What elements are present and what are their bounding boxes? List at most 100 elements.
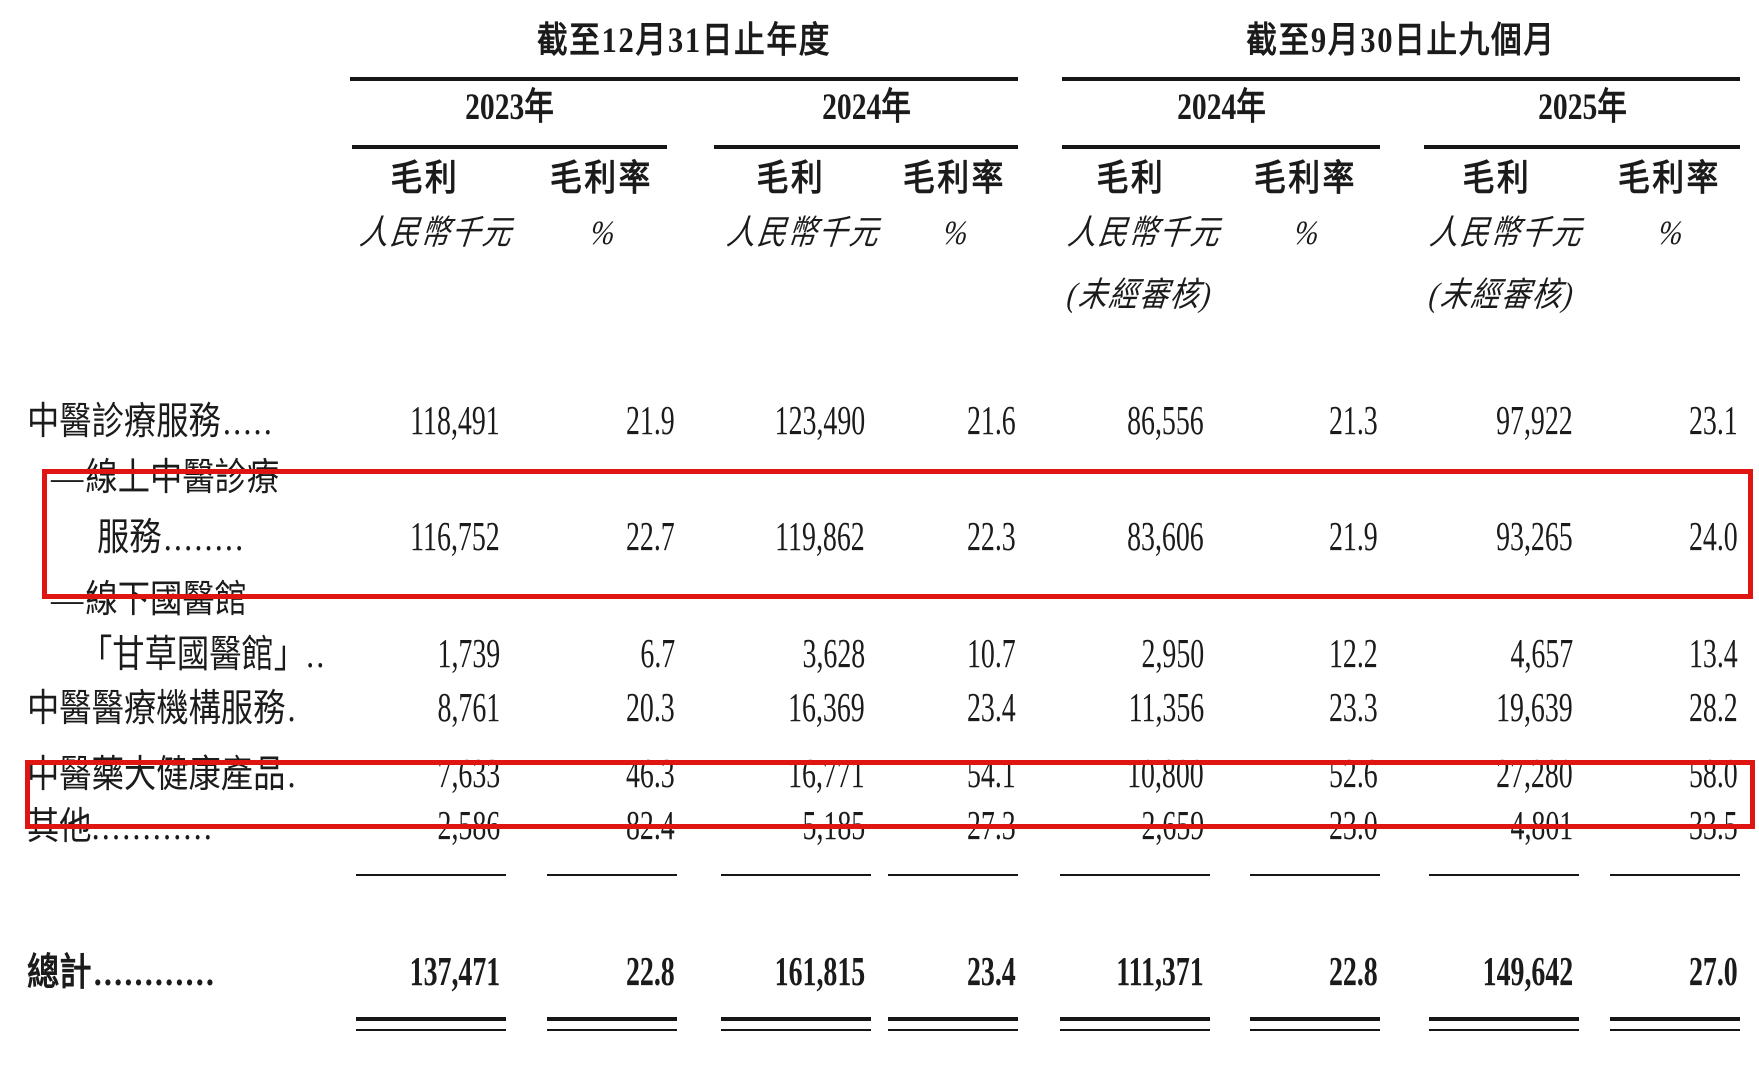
cell-value: 86,556 bbox=[1127, 397, 1205, 443]
unaudited-row: (未經審核) (未經審核) bbox=[27, 260, 1740, 322]
total-value: 22.8 bbox=[1329, 948, 1379, 994]
double-underline bbox=[1380, 1001, 1580, 1031]
table-row: 「甘草國醫館」. . 1,739 6.7 3,628 10.7 2,950 12… bbox=[27, 630, 1740, 686]
unit-rmb-2023: 人民幣千元 bbox=[357, 215, 516, 252]
cell-value: 123,490 bbox=[774, 397, 865, 443]
row-label: 「甘草國醫館」. . bbox=[80, 634, 325, 676]
group-header-row: 截至12月31日止年度 截至9月30日止九個月 bbox=[27, 20, 1741, 81]
subtotal-rule-row bbox=[27, 856, 1741, 878]
cell-value: 2,950 bbox=[1141, 630, 1205, 676]
cell-value: 46.3 bbox=[626, 750, 675, 796]
cell-value: 10.7 bbox=[967, 630, 1017, 676]
double-underline bbox=[871, 1001, 1019, 1031]
cell-value: 22.7 bbox=[626, 513, 675, 559]
year-header-row: 2023年 2024年 2024年 2025年 bbox=[27, 81, 1741, 149]
cell-value: 21.3 bbox=[1329, 397, 1379, 443]
year-2025-underline: 2025年 bbox=[1424, 87, 1741, 149]
group-fy-underline: 截至12月31日止年度 bbox=[350, 20, 1019, 81]
double-underline bbox=[310, 1001, 506, 1031]
table-row: — 線下國醫館 bbox=[27, 570, 1740, 630]
cell-value: 118,491 bbox=[410, 397, 500, 443]
col-header-gp-2024-9m: 毛利 bbox=[1096, 158, 1166, 198]
cell-value: 16,369 bbox=[788, 684, 865, 730]
year-label-2025: 2025年 bbox=[1537, 87, 1627, 128]
year-2023-cell: 2023年 bbox=[310, 81, 677, 149]
empty-cell bbox=[506, 260, 677, 322]
cell-value: 93,265 bbox=[1496, 513, 1574, 559]
total-value: 22.8 bbox=[626, 948, 675, 994]
total-row: 總計 . . . . . . . . . . . . 137,471 22.8 … bbox=[27, 951, 1740, 1001]
empty-cell bbox=[27, 20, 310, 81]
single-underline bbox=[677, 856, 871, 878]
col-header-gpm-2023: 毛利率 bbox=[550, 158, 653, 198]
unit-pct-2025: % bbox=[1656, 215, 1688, 252]
unit-pct-2024: % bbox=[941, 215, 973, 252]
empty-cell bbox=[27, 260, 310, 322]
total-value: 27.0 bbox=[1689, 948, 1739, 994]
double-underline bbox=[1579, 1001, 1741, 1031]
empty-cell bbox=[27, 1001, 310, 1031]
metric-header-row: 毛利 毛利率 毛利 毛利率 毛利 毛利率 毛利 毛利率 bbox=[27, 149, 1740, 206]
row-label: 中醫診療服務 . . . . . bbox=[27, 401, 272, 443]
cell-value: 3,628 bbox=[802, 630, 865, 676]
unit-pct-2024-9m: % bbox=[1292, 215, 1323, 252]
unit-rmb-2024-9m: 人民幣千元 bbox=[1065, 215, 1224, 252]
single-underline bbox=[1018, 856, 1211, 878]
total-rule-row bbox=[27, 1001, 1741, 1031]
year-label-2024-9m: 2024年 bbox=[1176, 87, 1266, 128]
cell-value: 1,739 bbox=[437, 630, 500, 676]
highlight-box-health-products-row bbox=[25, 760, 1755, 829]
single-underline bbox=[310, 856, 506, 878]
double-underline bbox=[1018, 1001, 1211, 1031]
cell-value: 23.1 bbox=[1689, 397, 1739, 443]
cell-value: 10,800 bbox=[1127, 750, 1205, 796]
double-underline bbox=[506, 1001, 677, 1031]
row-label: 服務 . . . . . . . . bbox=[97, 517, 244, 559]
empty-cell bbox=[677, 260, 871, 322]
unit-header-row: 人民幣千元 % 人民幣千元 % 人民幣千元 % 人民幣千元 % bbox=[27, 206, 1740, 260]
empty-cell bbox=[1579, 260, 1740, 322]
single-underline bbox=[506, 856, 677, 878]
total-value: 161,815 bbox=[774, 948, 865, 994]
unaudited-2024-9m: (未經審核) bbox=[1065, 277, 1215, 314]
empty-cell bbox=[27, 206, 310, 260]
cell-value: 12.2 bbox=[1329, 630, 1379, 676]
cell-value: 54.1 bbox=[967, 750, 1017, 796]
cell-value: 23.3 bbox=[1329, 684, 1379, 730]
cell-value: 24.0 bbox=[1689, 513, 1739, 559]
double-underline bbox=[1210, 1001, 1381, 1031]
empty-cell bbox=[871, 260, 1018, 322]
row-label: 中醫醫療機構服務 . bbox=[27, 688, 296, 730]
empty-cell bbox=[310, 260, 506, 322]
cell-value: 21.6 bbox=[967, 397, 1017, 443]
single-underline bbox=[1210, 856, 1381, 878]
cell-value: 11,356 bbox=[1128, 684, 1205, 730]
cell-value: 8,761 bbox=[437, 684, 500, 730]
spacer-row bbox=[27, 322, 1740, 400]
cell-value: 22.3 bbox=[967, 513, 1017, 559]
col-header-gpm-2024-9m: 毛利率 bbox=[1253, 158, 1357, 198]
year-2024-cell: 2024年 bbox=[677, 81, 1019, 149]
empty-cell bbox=[27, 81, 310, 149]
cell-value: 27,280 bbox=[1496, 750, 1574, 796]
col-header-gpm-2024: 毛利率 bbox=[903, 158, 1006, 198]
year-2024-underline: 2024年 bbox=[714, 87, 1019, 149]
year-2024-9m-cell: 2024年 bbox=[1018, 81, 1381, 149]
cell-value: 7,633 bbox=[437, 750, 500, 796]
table-row: 中醫藥大健康產品 . 7,633 46.3 16,771 54.1 10,800… bbox=[27, 742, 1740, 804]
unit-pct-2023: % bbox=[588, 215, 620, 252]
col-header-gpm-2025: 毛利率 bbox=[1618, 158, 1722, 198]
cell-value: 28.2 bbox=[1689, 684, 1739, 730]
cell-value: 58.0 bbox=[1689, 750, 1739, 796]
cell-value: 23.4 bbox=[967, 684, 1017, 730]
col-header-gp-2025: 毛利 bbox=[1462, 158, 1531, 198]
cell-value: 6.7 bbox=[640, 630, 675, 676]
cell-value: 19,639 bbox=[1496, 684, 1574, 730]
group-title-fy: 截至12月31日止年度 bbox=[536, 20, 832, 60]
total-value: 137,471 bbox=[409, 948, 500, 994]
unaudited-2025-9m: (未經審核) bbox=[1427, 277, 1577, 314]
year-label-2024: 2024年 bbox=[821, 87, 911, 128]
single-underline bbox=[1579, 856, 1741, 878]
empty-cell bbox=[27, 856, 310, 878]
cell-value: 4,657 bbox=[1510, 630, 1574, 676]
